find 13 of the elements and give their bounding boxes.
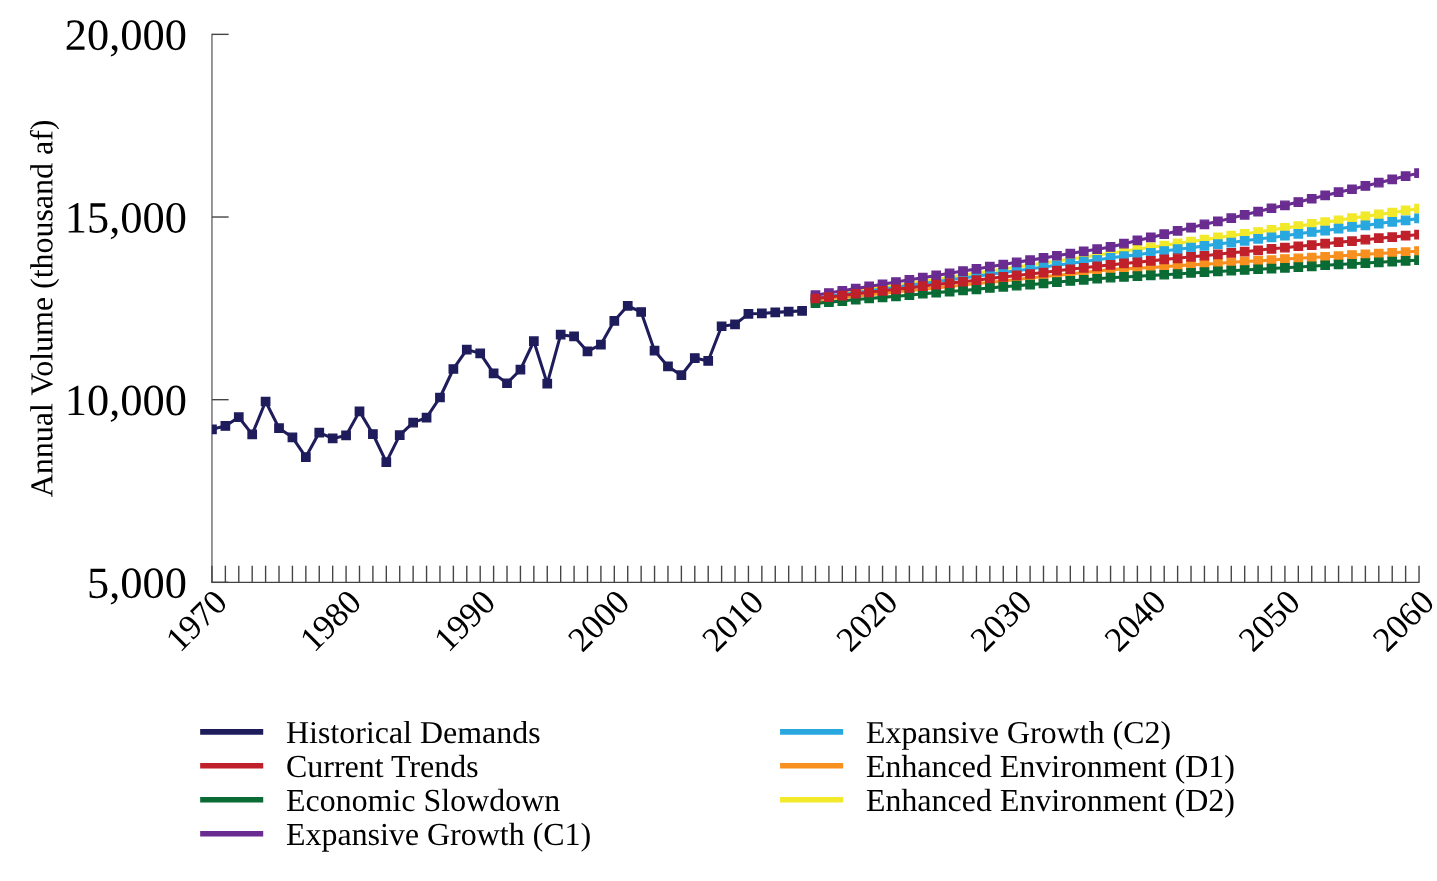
y-tick-label: 10,000 <box>68 385 186 422</box>
y-tick-label: 15,000 <box>68 202 186 240</box>
legend-label: Enhanced Environment (D2) <box>866 788 1234 818</box>
legend-label: Expansive Growth (C2) <box>866 720 1170 750</box>
y-axis-title: Annual Volume (thousand af) <box>29 120 60 497</box>
y-tick-label: 20,000 <box>66 20 186 57</box>
legend-label: Current Trends <box>287 754 478 778</box>
legend-label: Economic Slowdown <box>286 788 560 812</box>
legend-label: Enhanced Environment (D1) <box>866 754 1234 784</box>
legend-label: Expansive Growth (C1) <box>286 822 590 852</box>
legend-label: Historical Demands <box>286 720 540 744</box>
x-tick-label: 1990 <box>433 588 497 652</box>
x-tick-label: 1980 <box>299 588 363 652</box>
